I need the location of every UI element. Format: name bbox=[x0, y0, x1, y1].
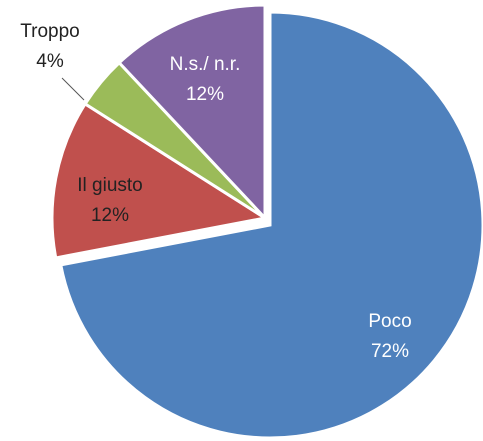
slice-label: Poco bbox=[368, 311, 411, 332]
slice-value-label: 12% bbox=[91, 205, 129, 226]
pie-slice bbox=[117, 3, 267, 222]
pie-slice bbox=[50, 101, 270, 260]
slice-value-label: 12% bbox=[186, 84, 224, 105]
slice-value-label: 72% bbox=[371, 341, 409, 362]
slice-label: N.s./ n.r. bbox=[170, 54, 241, 75]
slice-value-label: 4% bbox=[36, 51, 64, 72]
slice-label: Troppo bbox=[20, 21, 80, 42]
pie-slice bbox=[59, 10, 483, 440]
leader-line bbox=[61, 77, 85, 101]
slice-label: Il giusto bbox=[77, 175, 142, 196]
